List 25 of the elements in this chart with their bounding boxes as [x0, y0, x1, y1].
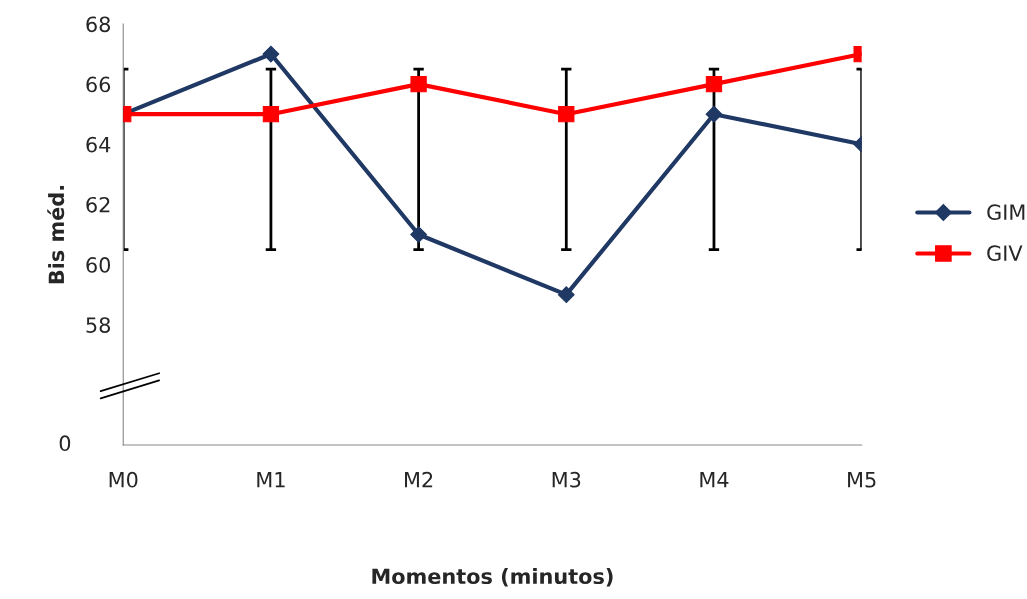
x-tick-label: M3 [552, 471, 581, 488]
y-tick-label: 66 [86, 76, 111, 93]
x-tick-label: M5 [848, 472, 876, 488]
x-tick-label: M4 [700, 472, 729, 488]
point [410, 75, 427, 93]
y-tick-label: 64 [86, 136, 111, 153]
point [705, 75, 723, 93]
x-axis-title: Momentos (minutos) [372, 568, 613, 587]
point [262, 106, 280, 123]
y-tick-label: 62 [86, 196, 110, 213]
point [558, 106, 575, 123]
legend-label: GIM [987, 204, 1025, 221]
y-axis-title: Bis méd. [47, 185, 65, 284]
x-tick-label: M1 [257, 472, 285, 488]
point [410, 226, 427, 243]
x-tick-label: M0 [109, 471, 138, 488]
legend-label: GIV [987, 245, 1023, 262]
point [705, 105, 723, 123]
y-tick-label: 68 [86, 16, 111, 33]
x-tick-label: M2 [405, 471, 433, 488]
point [262, 45, 280, 63]
y-tick-label: 58 [86, 317, 111, 333]
text: 0 [59, 435, 71, 452]
point [557, 286, 575, 304]
y-tick-label: 60 [86, 257, 111, 273]
